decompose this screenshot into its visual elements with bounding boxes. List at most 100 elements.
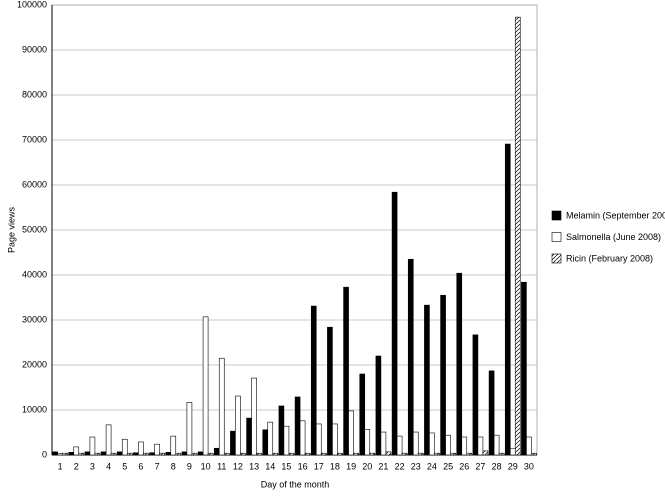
bar <box>138 441 144 456</box>
bar <box>105 424 112 456</box>
x-tick-label: 14 <box>265 461 275 471</box>
x-tick-label: 20 <box>362 461 372 471</box>
bar <box>337 452 343 456</box>
bar <box>84 451 91 456</box>
bar <box>521 281 527 456</box>
bar <box>52 451 58 456</box>
bar <box>181 451 188 456</box>
bar <box>288 452 295 456</box>
legend-label: Salmonella (June 2008) <box>566 232 661 242</box>
x-tick-label: 26 <box>459 461 469 471</box>
x-axis-title: Day of the month <box>261 479 330 489</box>
y-tick-label: 40000 <box>22 269 47 279</box>
bar <box>320 452 327 456</box>
bar <box>304 452 311 456</box>
bar <box>364 429 371 456</box>
y-tick-label: 0 <box>42 449 47 459</box>
bar <box>57 453 63 456</box>
y-tick-label: 100000 <box>17 0 47 9</box>
x-tick-label: 28 <box>492 461 502 471</box>
bar <box>165 451 172 456</box>
bar <box>246 417 252 456</box>
bar <box>504 143 511 456</box>
legend-label: Melamin (September 2008) <box>566 210 665 220</box>
bar <box>170 435 177 456</box>
bar <box>385 451 392 456</box>
x-tick-label: 27 <box>475 461 485 471</box>
x-tick-label: 17 <box>314 461 324 471</box>
y-tick-label: 10000 <box>22 404 47 414</box>
bar <box>94 452 101 456</box>
bar <box>175 452 182 456</box>
bar <box>272 452 279 456</box>
bar <box>240 452 246 456</box>
bar <box>154 443 160 456</box>
x-tick-label: 30 <box>524 461 534 471</box>
bar <box>235 395 241 456</box>
y-tick-label: 60000 <box>22 179 47 189</box>
bar <box>116 451 123 456</box>
y-tick-label: 50000 <box>22 224 47 234</box>
x-tick-label: 15 <box>281 461 291 471</box>
x-tick-label: 4 <box>106 461 111 471</box>
bar <box>424 304 430 456</box>
legend-swatch <box>551 210 562 221</box>
bar <box>477 436 484 456</box>
bar <box>488 370 495 456</box>
bar <box>89 436 96 456</box>
bar <box>472 334 479 456</box>
bar <box>466 452 473 456</box>
bar <box>315 423 322 456</box>
bar <box>445 434 451 456</box>
bar <box>310 305 317 456</box>
bar <box>401 452 408 456</box>
bar <box>133 452 139 456</box>
bar <box>207 452 214 456</box>
bar <box>159 452 165 456</box>
bar <box>78 452 85 456</box>
y-axis-title: Page views <box>6 206 16 253</box>
bar <box>456 272 463 456</box>
bar <box>327 326 333 456</box>
x-tick-label: 10 <box>201 461 211 471</box>
x-tick-label: 11 <box>217 461 226 471</box>
bar <box>375 355 382 456</box>
x-tick-label: 1 <box>58 461 63 471</box>
y-tick-label: 70000 <box>22 134 47 144</box>
y-tick-label: 30000 <box>22 314 47 324</box>
bar <box>68 451 75 456</box>
x-tick-label: 7 <box>155 461 160 471</box>
x-tick-label: 23 <box>411 461 421 471</box>
bar <box>434 452 440 456</box>
bar <box>359 373 366 456</box>
bar <box>73 446 80 456</box>
legend-swatch <box>551 253 562 264</box>
bar <box>498 452 505 456</box>
bar <box>197 451 204 456</box>
bar <box>110 452 117 456</box>
bar <box>493 434 500 456</box>
bar <box>531 452 537 456</box>
bar <box>256 452 262 456</box>
bar <box>191 452 198 456</box>
x-tick-label: 24 <box>427 461 437 471</box>
bar <box>332 423 338 456</box>
x-tick-label: 16 <box>298 461 308 471</box>
x-tick-label: 8 <box>171 461 176 471</box>
x-tick-label: 21 <box>378 461 388 471</box>
x-tick-label: 12 <box>233 461 243 471</box>
bar <box>143 452 149 456</box>
bar <box>407 258 414 456</box>
y-tick-label: 90000 <box>22 44 47 54</box>
x-tick-label: 6 <box>138 461 143 471</box>
bar <box>380 431 387 456</box>
bar <box>417 452 424 456</box>
bar <box>62 452 68 456</box>
x-tick-label: 9 <box>187 461 192 471</box>
bar <box>526 436 532 456</box>
y-tick-label: 80000 <box>22 89 47 99</box>
bar <box>353 452 359 456</box>
x-tick-label: 3 <box>90 461 95 471</box>
x-tick-label: 2 <box>74 461 79 471</box>
